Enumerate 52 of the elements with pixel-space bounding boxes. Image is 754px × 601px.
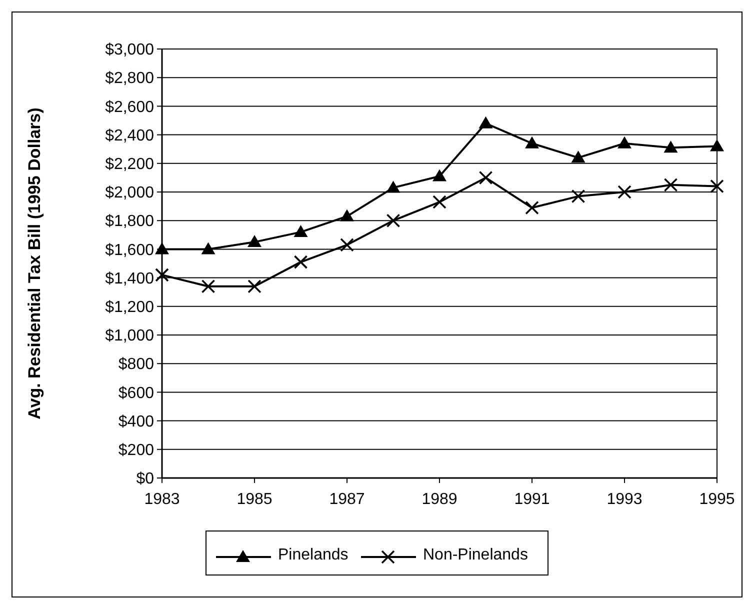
point bbox=[525, 136, 539, 148]
point bbox=[710, 139, 724, 152]
y-tick-label: $2,600 bbox=[105, 98, 154, 116]
y-tick-label: $1,800 bbox=[105, 213, 154, 230]
point bbox=[571, 150, 586, 163]
point bbox=[248, 235, 262, 248]
point bbox=[294, 255, 308, 269]
point bbox=[478, 170, 493, 185]
point bbox=[386, 180, 400, 193]
x-tick-label: 1983 bbox=[144, 491, 180, 508]
point bbox=[248, 279, 262, 294]
y-tick-label: $800 bbox=[118, 356, 154, 374]
y-tick-label: $3,000 bbox=[105, 42, 154, 59]
y-tick-label: $1,600 bbox=[105, 242, 154, 259]
point bbox=[664, 178, 678, 192]
point bbox=[571, 189, 586, 204]
y-tick-label: $400 bbox=[118, 413, 154, 430]
point bbox=[340, 209, 354, 222]
x-tick-label: 1991 bbox=[514, 491, 550, 508]
x-tick-label: 1985 bbox=[236, 491, 272, 508]
y-tick-label: $2,200 bbox=[105, 156, 154, 173]
y-tick-label: $1,000 bbox=[105, 328, 154, 345]
point bbox=[525, 200, 539, 215]
legend-label: Non-Pinelands bbox=[423, 546, 528, 564]
legend-label: Pinelands bbox=[278, 546, 348, 564]
x-tick-label: 1987 bbox=[329, 491, 365, 508]
y-tick-label: $2,800 bbox=[105, 70, 154, 88]
point bbox=[155, 242, 169, 254]
point bbox=[710, 179, 724, 194]
y-tick-label: $600 bbox=[118, 384, 154, 402]
y-tick-label: $2,000 bbox=[105, 184, 154, 202]
y-tick-label: $0 bbox=[136, 470, 154, 488]
point bbox=[478, 116, 493, 128]
point bbox=[155, 268, 169, 282]
point bbox=[618, 136, 632, 148]
x-tick-label: 1993 bbox=[606, 491, 642, 508]
y-axis-title: Avg. Residential Tax Bill (1995 Dollars) bbox=[25, 108, 44, 420]
point bbox=[294, 225, 308, 238]
point bbox=[340, 238, 354, 252]
point bbox=[618, 185, 632, 199]
x-tick-label: 1989 bbox=[422, 491, 458, 508]
point bbox=[201, 279, 216, 294]
x-tick-label: 1995 bbox=[699, 491, 735, 508]
point bbox=[201, 242, 216, 254]
point bbox=[664, 140, 678, 153]
point bbox=[432, 195, 446, 209]
point bbox=[432, 169, 446, 182]
y-tick-label: $2,400 bbox=[105, 127, 154, 144]
y-tick-label: $1,200 bbox=[105, 299, 154, 316]
point bbox=[386, 214, 400, 228]
y-tick-label: $1,400 bbox=[105, 270, 154, 288]
y-tick-label: $200 bbox=[118, 442, 154, 459]
